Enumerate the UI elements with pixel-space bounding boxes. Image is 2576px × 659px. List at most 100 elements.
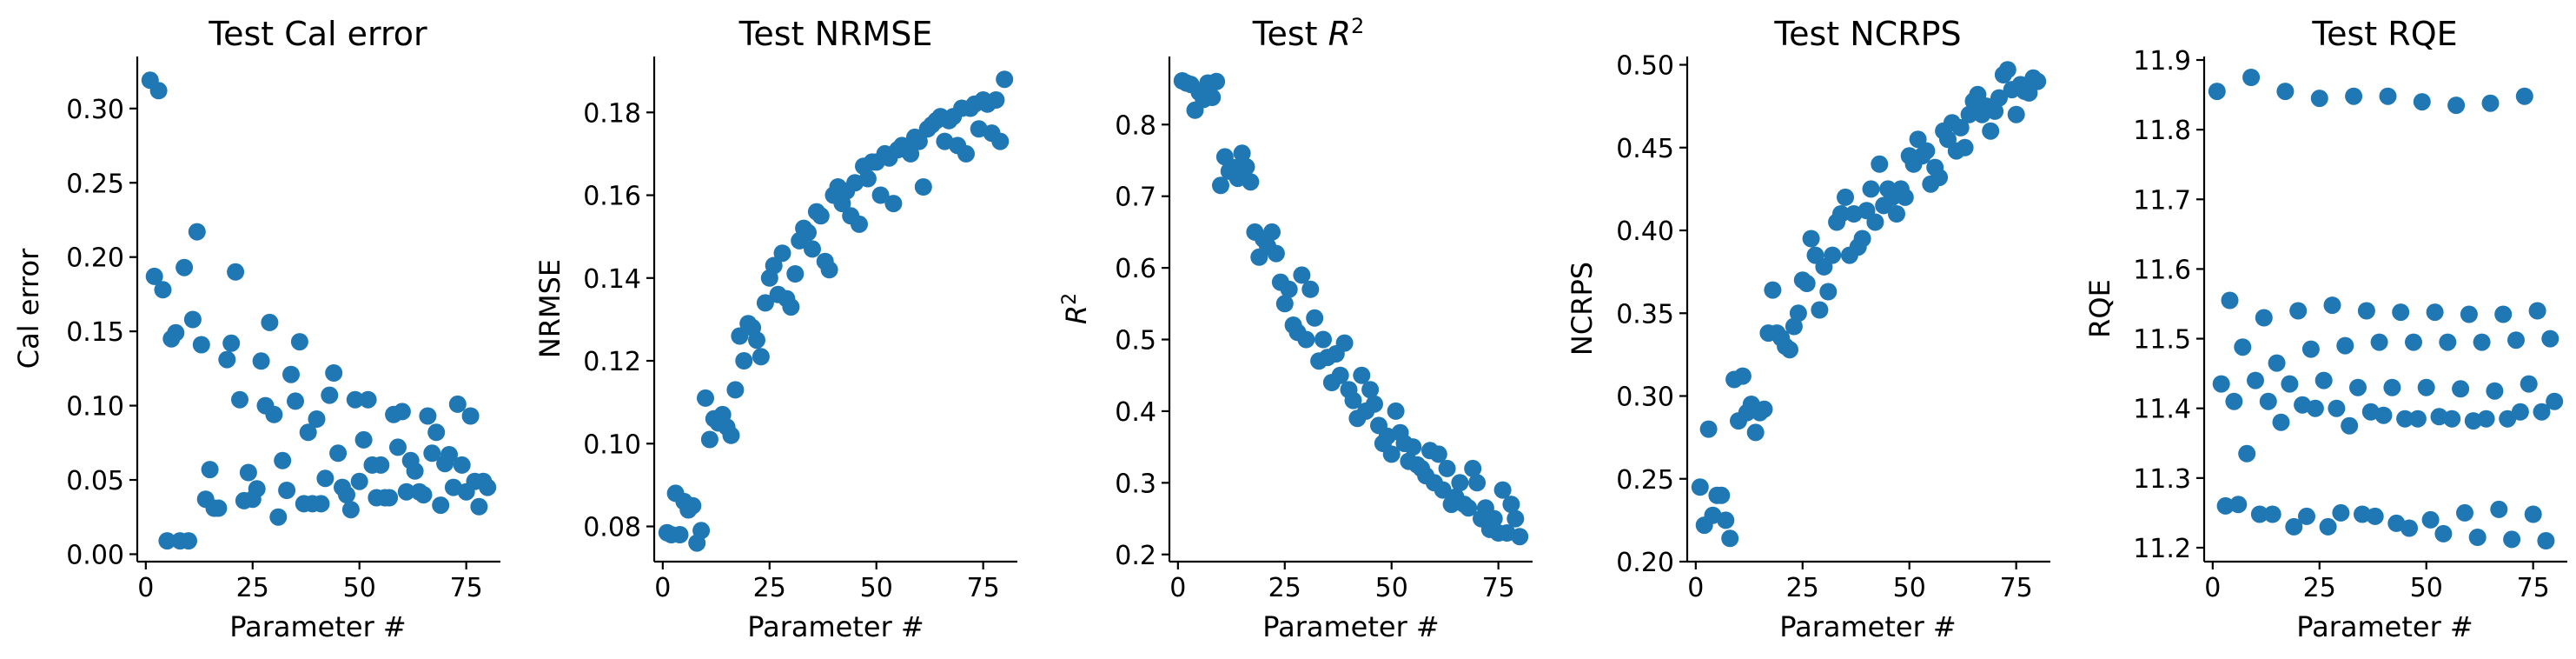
data-point bbox=[1832, 205, 1850, 223]
y-tick-label: 11.3 bbox=[2133, 464, 2191, 495]
data-point bbox=[2229, 496, 2248, 514]
data-point bbox=[991, 132, 1010, 150]
data-point bbox=[731, 327, 749, 345]
data-point bbox=[2323, 296, 2341, 315]
data-point bbox=[427, 423, 446, 442]
data-point bbox=[440, 446, 458, 463]
data-point bbox=[2306, 399, 2324, 417]
data-point bbox=[2392, 303, 2410, 322]
data-point bbox=[265, 405, 283, 423]
y-tick-label: 11.2 bbox=[2133, 534, 2191, 564]
data-point bbox=[773, 244, 791, 263]
data-point bbox=[381, 489, 399, 507]
y-tick-label: 0.20 bbox=[1616, 548, 1674, 578]
y-tick-label: 0.16 bbox=[583, 182, 641, 212]
data-point bbox=[287, 392, 304, 410]
data-point bbox=[2515, 87, 2533, 105]
data-point bbox=[2430, 408, 2448, 426]
data-point bbox=[1464, 459, 1482, 477]
y-axis-label: RQE bbox=[2083, 279, 2116, 338]
data-point bbox=[2357, 302, 2375, 320]
x-tick-label: 25 bbox=[236, 573, 269, 603]
data-point bbox=[393, 403, 411, 421]
data-point bbox=[1982, 122, 2000, 140]
data-point bbox=[1811, 301, 1829, 319]
data-point bbox=[252, 352, 270, 370]
data-point bbox=[692, 522, 711, 540]
y-tick-label: 0.5 bbox=[1115, 326, 1156, 356]
data-point bbox=[1382, 445, 1401, 463]
data-point bbox=[2499, 409, 2517, 428]
data-point bbox=[2541, 330, 2559, 348]
data-point bbox=[2281, 375, 2299, 393]
data-point bbox=[2301, 340, 2320, 358]
data-point bbox=[308, 410, 326, 428]
data-point bbox=[227, 263, 245, 281]
data-point bbox=[158, 532, 176, 550]
data-point bbox=[1297, 330, 1315, 349]
data-point bbox=[145, 267, 163, 285]
data-point bbox=[2421, 510, 2440, 529]
data-point bbox=[329, 444, 348, 463]
data-point bbox=[338, 486, 355, 504]
data-point bbox=[2447, 97, 2466, 115]
data-point bbox=[884, 195, 903, 213]
panel-r2: Test R2 Parameter # R2 0 25 50 75 0.2 0.3 0.4 0… bbox=[1059, 14, 1533, 643]
data-point bbox=[1507, 509, 1525, 528]
data-point bbox=[2354, 505, 2371, 523]
x-tick-label: 0 bbox=[654, 573, 671, 603]
y-tick-label: 11.9 bbox=[2133, 46, 2191, 77]
data-point bbox=[2007, 105, 2025, 123]
data-point bbox=[2413, 93, 2431, 111]
data-point bbox=[389, 438, 407, 456]
y-tick-label: 11.8 bbox=[2133, 116, 2191, 146]
data-point bbox=[1798, 275, 1816, 292]
data-point bbox=[2272, 413, 2290, 431]
data-point bbox=[1429, 445, 1447, 463]
data-point bbox=[372, 456, 390, 474]
data-point bbox=[820, 261, 838, 279]
data-point bbox=[1717, 511, 1735, 529]
data-point bbox=[2439, 333, 2457, 351]
data-point bbox=[461, 407, 480, 425]
data-point bbox=[1862, 180, 1880, 198]
y-tick-label: 11.4 bbox=[2133, 395, 2191, 425]
data-point bbox=[2452, 380, 2470, 398]
data-point bbox=[316, 469, 334, 488]
data-point bbox=[180, 532, 197, 550]
data-point bbox=[2511, 403, 2529, 421]
data-point bbox=[2216, 496, 2235, 515]
data-point bbox=[2477, 409, 2495, 428]
data-point bbox=[1267, 244, 1285, 263]
data-point bbox=[261, 313, 279, 331]
x-tick-label: 75 bbox=[967, 573, 1000, 603]
chart-title: Test RQE bbox=[2311, 15, 2457, 53]
data-point bbox=[188, 223, 206, 241]
data-point bbox=[2250, 505, 2268, 523]
data-point bbox=[423, 444, 441, 463]
data-point bbox=[1998, 61, 2016, 79]
data-point bbox=[1434, 481, 1452, 499]
data-point bbox=[1733, 367, 1752, 385]
data-point bbox=[1785, 317, 1803, 336]
panel-rqe: Test RQE Parameter # RQE 0 25 50 75 11.2 11.3… bbox=[2083, 15, 2567, 643]
y-tick-label: 0.50 bbox=[1616, 51, 1674, 82]
data-point bbox=[2208, 83, 2226, 101]
data-point bbox=[1819, 283, 1838, 301]
data-point bbox=[1802, 230, 1820, 248]
data-point bbox=[1306, 309, 1324, 327]
y-axis-label: NRMSE bbox=[533, 259, 566, 358]
data-point bbox=[2520, 375, 2538, 393]
data-point bbox=[350, 472, 368, 490]
data-point bbox=[1990, 89, 2008, 107]
data-point bbox=[222, 334, 241, 352]
x-tick-label: 75 bbox=[1482, 573, 1515, 603]
y-tick-label: 0.18 bbox=[583, 98, 641, 129]
data-point bbox=[2528, 302, 2546, 320]
data-point bbox=[2285, 517, 2303, 536]
data-point bbox=[346, 390, 364, 409]
x-tick-label: 50 bbox=[2410, 573, 2443, 603]
data-point bbox=[1237, 157, 1255, 176]
y-tick-label: 0.2 bbox=[1115, 541, 1156, 571]
y-tick-label: 0.10 bbox=[66, 392, 124, 423]
